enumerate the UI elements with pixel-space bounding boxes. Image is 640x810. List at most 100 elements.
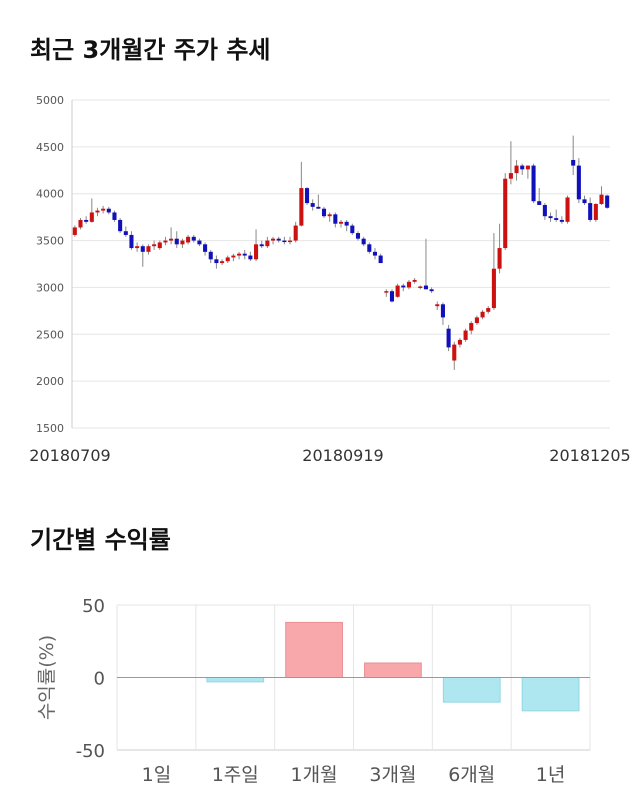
candle-body: [508, 173, 513, 179]
candle-body: [389, 291, 395, 302]
y-tick-label: 50: [82, 596, 105, 617]
y-tick-label: -50: [76, 741, 105, 762]
candle-body: [287, 240, 293, 243]
y-tick-label: 1500: [36, 422, 64, 435]
candle-body: [503, 178, 508, 249]
candle-body: [418, 286, 423, 288]
candle-body: [531, 165, 536, 202]
candle-body: [406, 281, 411, 288]
candle-body: [537, 201, 542, 205]
candle-body: [491, 268, 496, 309]
candle-body: [497, 248, 502, 269]
candle-body: [576, 165, 581, 200]
candle-body: [106, 208, 111, 213]
candle-body: [129, 234, 134, 249]
candle-body: [338, 221, 344, 224]
candle-body: [140, 246, 145, 252]
candle-body: [333, 214, 338, 224]
candle-body: [174, 238, 179, 245]
y-tick-label: 4000: [36, 188, 64, 201]
candle-body: [95, 210, 100, 213]
candle-body: [440, 304, 445, 318]
candle-body: [316, 206, 321, 209]
return-bar: [521, 677, 580, 712]
candle-body: [355, 233, 361, 239]
candle-body: [304, 188, 310, 204]
candle-body: [565, 197, 570, 222]
candle-body: [593, 204, 598, 220]
candle-body: [571, 159, 576, 166]
candle-body: [112, 212, 117, 220]
candle-body: [378, 255, 383, 264]
y-tick-label: 5000: [36, 94, 64, 107]
candle-body: [248, 255, 253, 260]
candle-body: [186, 236, 191, 243]
y-tick-label: 2000: [36, 375, 64, 388]
candle-body: [276, 238, 281, 241]
candle-body: [395, 285, 400, 297]
category-label: 1일: [142, 764, 172, 786]
candle-body: [463, 330, 468, 340]
candle-body: [242, 253, 247, 256]
candle-body: [231, 255, 236, 258]
candle-body: [599, 194, 604, 205]
candle-body: [220, 261, 225, 264]
return-bar: [364, 662, 422, 678]
candle-body: [259, 244, 264, 247]
y-tick-label: 4500: [36, 141, 64, 154]
candle-body: [197, 240, 202, 245]
candle-body: [367, 244, 372, 252]
candle-body: [282, 240, 287, 243]
candle-body: [152, 244, 157, 247]
y-tick-label: 2500: [36, 328, 64, 341]
candle-body: [327, 214, 332, 217]
y-axis-label: 수익률(%): [36, 635, 58, 720]
y-tick-label: 3000: [36, 281, 64, 294]
candle-body: [384, 291, 389, 293]
candle-body: [78, 219, 83, 228]
candle-body: [72, 227, 77, 235]
candle-body: [548, 216, 553, 219]
candle-body: [169, 238, 174, 241]
price-trend-title: 최근 3개월간 주가 추세: [30, 36, 271, 64]
candle-body: [525, 165, 530, 170]
candle-body: [588, 203, 593, 220]
y-tick-label: 3500: [36, 235, 64, 248]
candle-body: [254, 244, 259, 260]
candle-body: [146, 246, 151, 252]
x-tick-label: 20180709: [29, 446, 110, 465]
candle-body: [237, 253, 242, 256]
candle-body: [605, 195, 610, 208]
candle-body: [203, 244, 208, 252]
return-bar: [206, 677, 265, 683]
candle-body: [321, 208, 327, 217]
candle-body: [520, 165, 525, 170]
candle-body: [446, 328, 451, 348]
category-label: 1년: [536, 764, 566, 786]
candle-body: [89, 212, 94, 222]
candle-body: [157, 242, 162, 249]
category-label: 1주일: [212, 764, 259, 786]
candle-body: [401, 285, 406, 288]
candle-body: [452, 344, 457, 361]
return-bar: [285, 621, 343, 678]
period-return-title: 기간별 수익률: [30, 526, 171, 554]
candle-body: [101, 208, 106, 211]
candle-body: [514, 165, 519, 174]
candle-body: [163, 240, 168, 243]
candle-body: [310, 203, 315, 207]
category-label: 6개월: [448, 764, 495, 786]
candle-body: [135, 246, 140, 249]
candle-body: [429, 289, 434, 292]
candle-body: [123, 231, 128, 235]
candle-body: [435, 304, 440, 307]
y-tick-label: 0: [94, 669, 105, 690]
candle-body: [118, 219, 123, 232]
candle-body: [293, 225, 298, 241]
candle-body: [372, 251, 378, 256]
candle-body: [265, 240, 270, 247]
candle-body: [582, 199, 587, 204]
candle-body: [361, 238, 366, 245]
candle-body: [214, 259, 219, 264]
candle-body: [480, 311, 485, 318]
